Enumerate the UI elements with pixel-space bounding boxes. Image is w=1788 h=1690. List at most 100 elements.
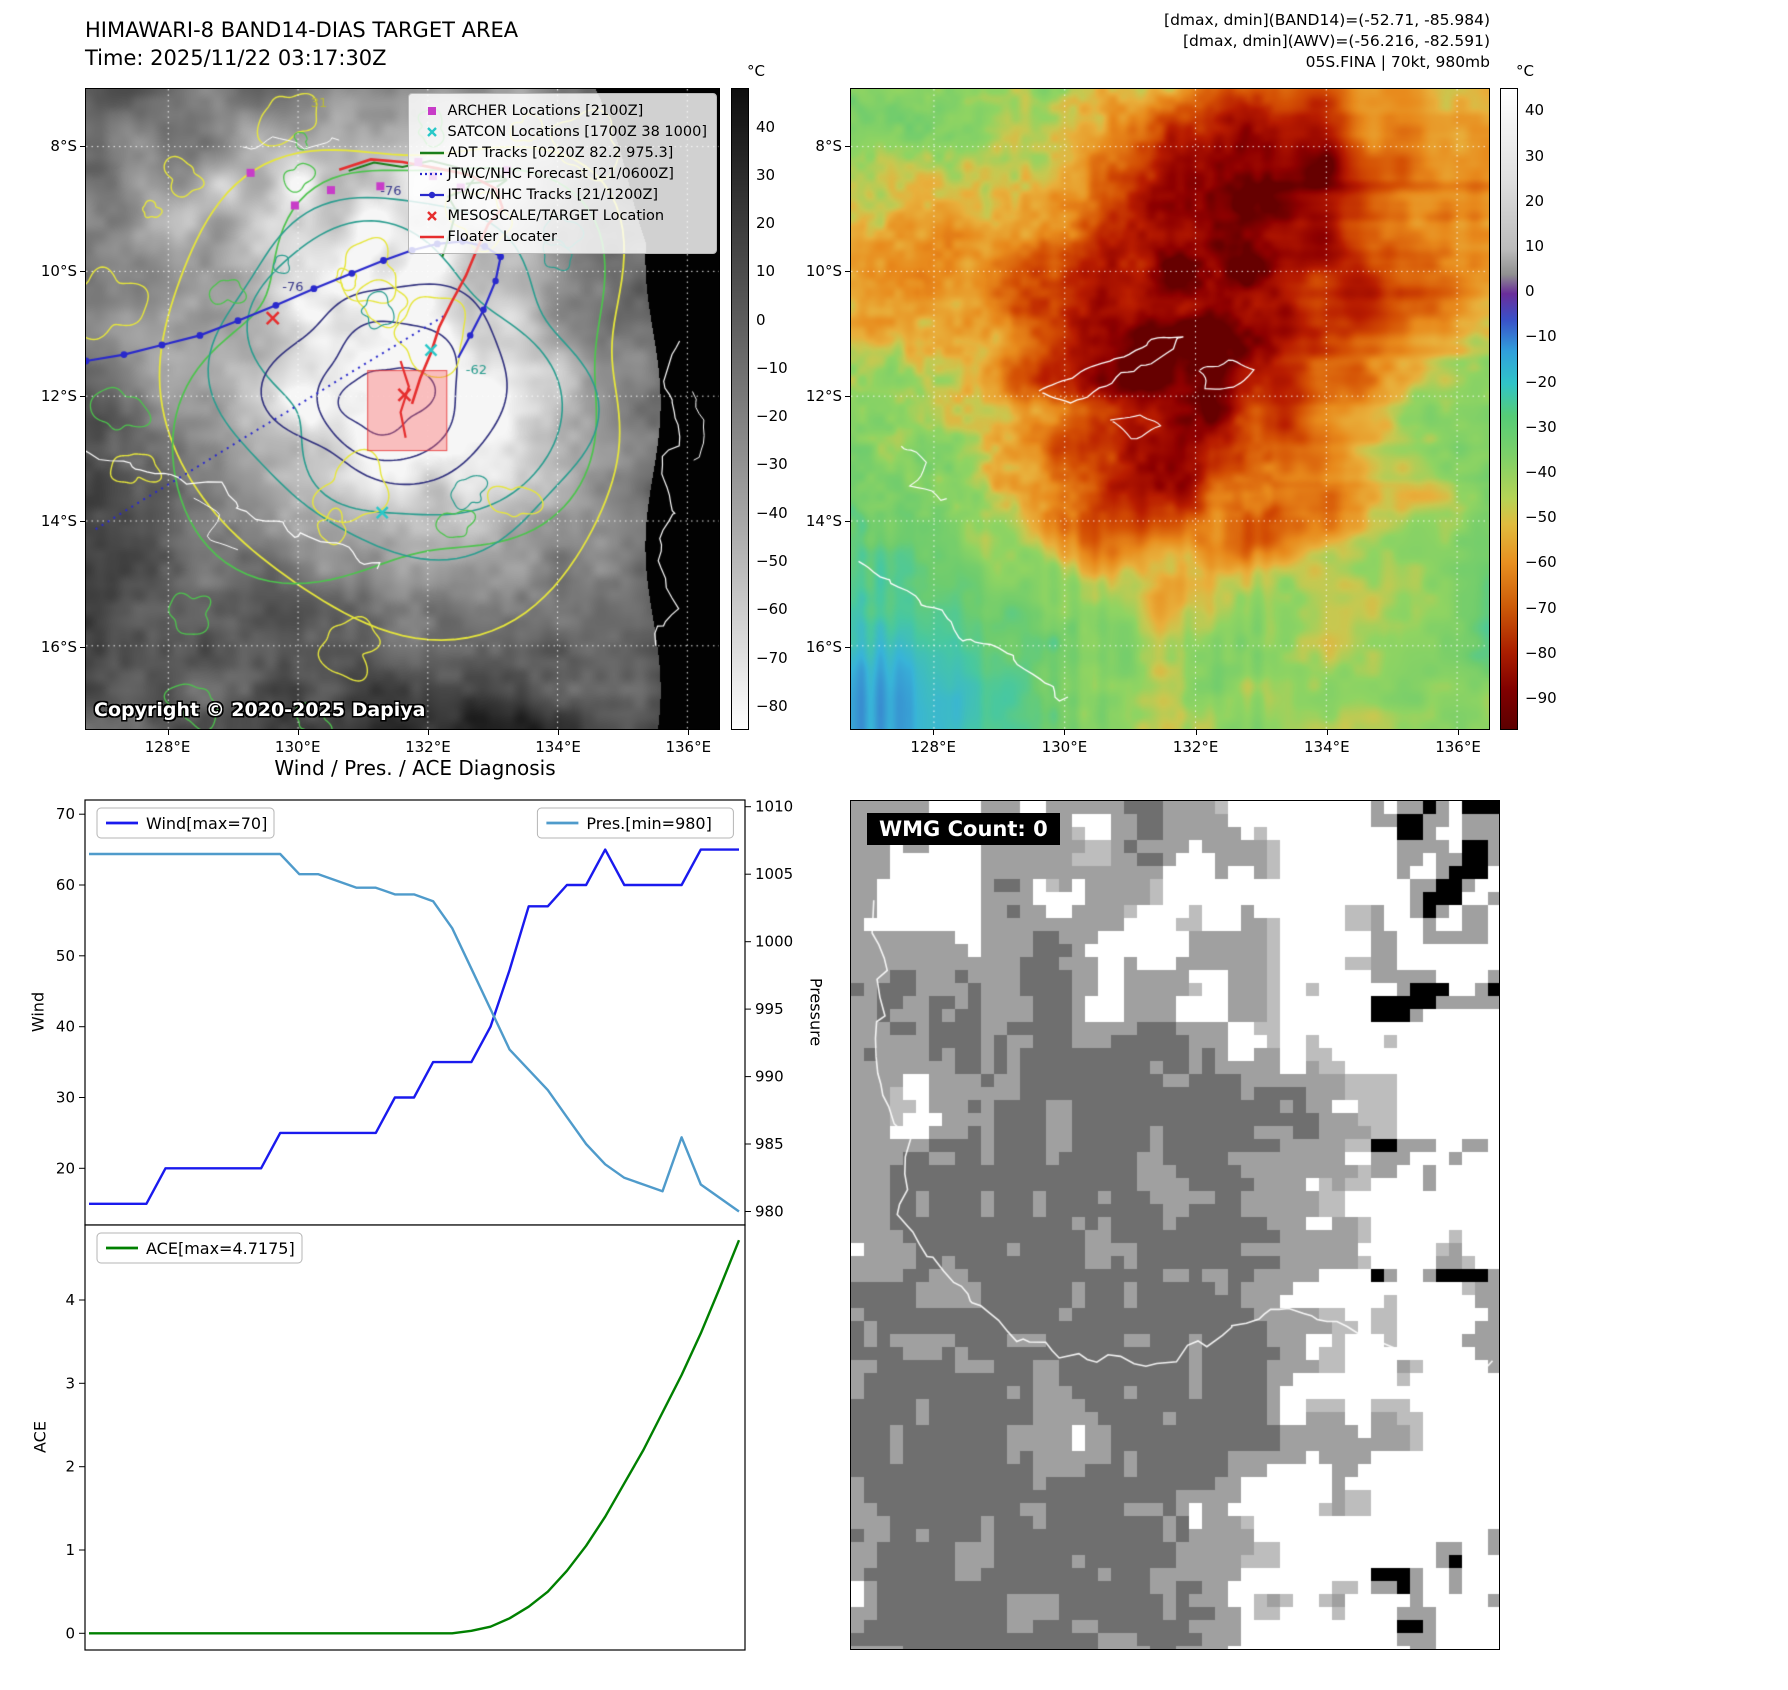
lat-tick-label: 8°S [50, 136, 77, 155]
y-tick-label: 985 [755, 1135, 784, 1153]
legend-item: ADT Tracks [0220Z 82.2 975.3] [418, 142, 707, 163]
legend-item: JTWC/NHC Tracks [21/1200Z] [418, 184, 707, 205]
dotted-marker-icon [418, 167, 448, 181]
lon-tick-label: 132°E [405, 738, 451, 756]
axis-tick [80, 270, 85, 272]
colorbar-tick-label: −20 [756, 407, 788, 426]
colorbar-tick-label: −70 [1525, 598, 1557, 617]
line-marker-icon [418, 230, 448, 244]
y-tick-label: 50 [56, 947, 75, 965]
colorbar-tick-label: −50 [1525, 508, 1557, 527]
wind-pressure-chart: 20 30 40 50 60 70 980 985 990 995 1000 1005 1010 Wind… [56, 798, 793, 1226]
colorbar-tick-label: −80 [1525, 643, 1557, 662]
line-dot-marker-icon [418, 188, 448, 202]
colorbar-tick-label: 20 [756, 214, 776, 233]
legend-label: ACE[max=4.7175] [146, 1239, 295, 1258]
diagnosis-title: Wind / Pres. / ACE Diagnosis [274, 756, 556, 780]
copyright-text: Copyright © 2020-2025 Dapiya [94, 699, 426, 721]
axis-tick [845, 521, 850, 523]
band14-time: Time: 2025/11/22 03:17:30Z [85, 46, 387, 70]
pressure-axis-label: Pressure [806, 977, 826, 1047]
y-tick-label: 60 [56, 876, 75, 894]
chart-frame [84, 1224, 746, 1651]
wmg-image [851, 801, 1499, 1649]
lon-tick-label: 134°E [1303, 738, 1350, 756]
y-tick-label: 1000 [755, 933, 793, 951]
awv-satellite-panel [850, 88, 1490, 730]
colorbar-tick-label: 0 [756, 310, 766, 329]
band14-header: HIMAWARI-8 BAND14-DIAS TARGET AREA Time:… [85, 16, 518, 72]
lat-tick-label: 14°S [40, 512, 77, 531]
y-tick-label: 2 [65, 1458, 75, 1476]
colorbar-tick-label: 10 [756, 262, 776, 281]
band14-colorbar-unit: °C [747, 62, 765, 80]
lat-tick-label: 12°S [40, 387, 77, 406]
colorbar-tick-label: 0 [1525, 282, 1535, 301]
x-marker-icon [418, 209, 448, 223]
awv-annotations: [dmax, dmin](BAND14)=(-52.71, -85.984) [… [940, 10, 1490, 73]
chart-legend: Wind[max=70] [96, 807, 275, 839]
legend-item: JTWC/NHC Forecast [21/0600Z] [418, 163, 707, 184]
y-tick-label: 0 [65, 1624, 75, 1642]
y-tick-label: 4 [65, 1291, 75, 1309]
lat-tick-label: 16°S [40, 637, 77, 656]
ace-chart: 0 1 2 3 4 ACE[max=4.7175] [65, 1224, 746, 1651]
axis-tick [845, 646, 850, 648]
lon-tick-label: 134°E [535, 738, 581, 756]
colorbar-tick-label: 30 [756, 165, 776, 184]
series-line [89, 852, 740, 1213]
legend-label: Wind[max=70] [146, 814, 267, 833]
axis-tick [558, 730, 560, 735]
y-tick-label: 40 [56, 1018, 75, 1036]
colorbar-tick-label: −20 [1525, 372, 1557, 391]
band14-colorbar [731, 88, 749, 730]
awv-colorbar-unit: °C [1516, 62, 1534, 80]
colorbar-tick-label: −80 [756, 696, 788, 715]
line-marker-icon [418, 146, 448, 160]
legend-item-label: Floater Locater [447, 228, 557, 245]
y-tick-label: 1 [65, 1541, 75, 1559]
band14-satellite-panel: ARCHER Locations [2100Z] SATCON Locations… [85, 88, 720, 730]
axis-tick [845, 270, 850, 272]
lat-tick-label: 8°S [815, 136, 842, 155]
axis-tick [80, 145, 85, 147]
lon-tick-label: 130°E [274, 738, 321, 756]
colorbar-tick-label: −70 [756, 648, 788, 667]
wind-axis-label: Wind [28, 991, 48, 1033]
legend-item-label: ARCHER Locations [2100Z] [447, 102, 644, 119]
wmg-panel: WMG Count: 0 [850, 800, 1500, 1650]
awv-dmax-dmin: [dmax, dmin](AWV)=(-56.216, -82.591) [1183, 32, 1490, 50]
colorbar-tick-label: −50 [756, 552, 788, 571]
series-line [89, 1239, 741, 1635]
y-tick-label: 30 [56, 1089, 75, 1107]
axis-tick [1064, 730, 1066, 735]
colorbar-tick-label: 30 [1525, 146, 1545, 165]
axis-tick [1458, 730, 1459, 735]
chart-legend: ACE[max=4.7175] [96, 1232, 303, 1264]
lat-tick-label: 14°S [805, 512, 842, 531]
colorbar-tick-label: −40 [1525, 463, 1557, 482]
ace-axis-label: ACE [30, 1421, 50, 1453]
legend-item-label: MESOSCALE/TARGET Location [447, 207, 665, 224]
lat-tick-label: 10°S [805, 261, 842, 280]
y-tick-label: 990 [755, 1068, 784, 1086]
y-tick-label: 980 [755, 1203, 784, 1221]
colorbar-tick-label: −60 [1525, 553, 1557, 572]
lon-tick-label: 130°E [1041, 738, 1088, 756]
awv-colorbar [1500, 88, 1518, 730]
colorbar-tick-label: −60 [756, 600, 788, 619]
colorbar-tick-label: 40 [756, 117, 776, 136]
lon-tick-label: 136°E [1435, 738, 1481, 756]
lon-tick-label: 128°E [910, 738, 956, 756]
axis-tick [80, 521, 85, 523]
axis-tick [1326, 730, 1328, 735]
axis-tick [1195, 730, 1197, 735]
legend-item: Floater Locater [418, 226, 707, 247]
legend-item: SATCON Locations [1700Z 38 1000] [418, 121, 707, 142]
y-tick-label: 1005 [755, 865, 793, 883]
legend-item-label: SATCON Locations [1700Z 38 1000] [447, 123, 707, 140]
lat-tick-label: 16°S [805, 637, 842, 656]
axis-tick [80, 646, 85, 648]
lat-tick-label: 10°S [40, 261, 77, 280]
axis-tick [845, 145, 850, 147]
